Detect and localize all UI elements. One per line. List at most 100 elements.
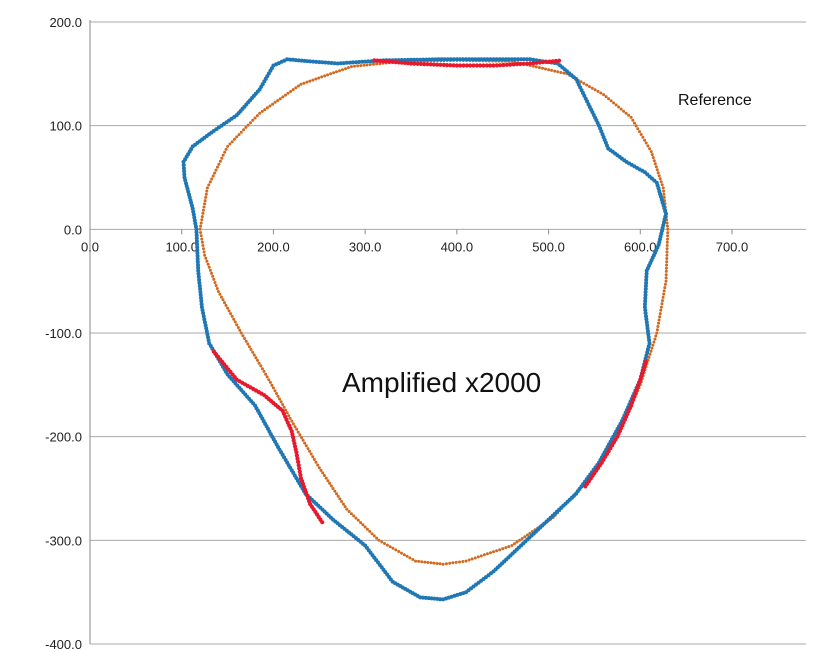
data-point bbox=[468, 63, 473, 68]
data-point bbox=[352, 514, 356, 518]
data-point bbox=[362, 63, 366, 67]
data-point bbox=[431, 62, 436, 67]
data-point bbox=[306, 447, 310, 451]
data-point bbox=[653, 162, 657, 166]
data-point bbox=[638, 130, 641, 134]
data-point bbox=[661, 295, 665, 299]
data-point bbox=[210, 271, 213, 275]
data-point bbox=[336, 494, 340, 498]
data-point bbox=[664, 266, 668, 270]
data-point bbox=[665, 263, 668, 267]
data-point bbox=[646, 144, 650, 148]
data-point bbox=[299, 58, 304, 63]
data-point bbox=[645, 329, 650, 334]
data-point bbox=[648, 147, 652, 151]
data-point bbox=[441, 597, 446, 602]
data-point bbox=[461, 560, 465, 563]
data-point bbox=[649, 349, 653, 353]
data-point bbox=[270, 383, 274, 387]
data-point bbox=[380, 540, 384, 544]
data-point bbox=[238, 328, 242, 332]
data-point bbox=[518, 538, 522, 542]
data-point bbox=[332, 71, 336, 75]
data-point bbox=[473, 556, 477, 560]
data-point bbox=[341, 68, 344, 72]
data-point bbox=[525, 533, 529, 537]
y-tick-label: -300.0 bbox=[45, 533, 82, 548]
x-tick-label: 100.0 bbox=[165, 239, 198, 254]
data-point bbox=[372, 534, 376, 538]
data-point bbox=[461, 57, 465, 62]
data-point bbox=[223, 301, 226, 305]
data-point bbox=[194, 236, 199, 241]
data-point bbox=[471, 63, 476, 68]
data-point bbox=[491, 63, 496, 68]
data-point bbox=[619, 107, 623, 111]
data-point bbox=[317, 60, 322, 65]
data-point bbox=[516, 57, 520, 62]
data-point bbox=[182, 169, 187, 174]
data-point bbox=[305, 80, 309, 84]
data-point bbox=[553, 58, 559, 64]
data-point bbox=[644, 277, 649, 282]
data-point bbox=[326, 479, 330, 483]
data-point bbox=[345, 507, 349, 511]
data-point bbox=[347, 60, 352, 65]
data-point bbox=[353, 64, 356, 68]
data-point bbox=[228, 142, 232, 146]
data-point bbox=[438, 62, 443, 67]
data-point bbox=[646, 332, 651, 337]
data-point bbox=[335, 492, 338, 496]
data-point bbox=[300, 436, 303, 440]
data-point bbox=[557, 58, 562, 63]
data-point bbox=[417, 559, 421, 563]
data-point bbox=[633, 121, 636, 125]
data-point bbox=[485, 552, 489, 556]
data-point bbox=[662, 195, 666, 199]
data-point bbox=[476, 555, 480, 559]
data-point bbox=[639, 133, 643, 136]
data-point bbox=[329, 61, 334, 65]
data-point bbox=[423, 560, 427, 564]
data-point bbox=[522, 57, 527, 62]
data-point bbox=[659, 180, 663, 184]
data-point bbox=[444, 562, 448, 566]
data-point bbox=[308, 59, 313, 64]
data-point bbox=[349, 65, 353, 69]
data-point bbox=[316, 463, 320, 467]
data-point bbox=[226, 306, 230, 310]
data-point bbox=[454, 57, 459, 62]
data-point bbox=[636, 127, 640, 131]
data-point bbox=[665, 253, 669, 257]
data-point bbox=[206, 338, 211, 343]
data-point bbox=[206, 335, 210, 340]
data-point bbox=[199, 231, 203, 235]
data-point bbox=[402, 553, 406, 557]
data-point bbox=[311, 455, 315, 459]
data-point bbox=[464, 57, 468, 62]
data-point bbox=[657, 174, 661, 178]
data-point bbox=[439, 57, 444, 62]
data-point bbox=[208, 268, 212, 272]
data-point bbox=[484, 63, 489, 68]
data-point bbox=[320, 520, 325, 525]
data-point bbox=[340, 500, 344, 503]
data-point bbox=[276, 99, 280, 102]
data-point bbox=[204, 195, 208, 199]
data-point bbox=[332, 61, 337, 66]
data-point bbox=[181, 166, 186, 171]
data-point bbox=[528, 61, 533, 66]
data-point bbox=[643, 286, 648, 291]
data-point bbox=[284, 408, 288, 412]
data-point bbox=[494, 63, 499, 68]
data-point bbox=[305, 59, 310, 64]
data-point bbox=[333, 489, 337, 493]
data-point bbox=[218, 292, 222, 296]
data-point bbox=[194, 230, 199, 235]
data-point bbox=[378, 58, 383, 64]
data-point bbox=[430, 57, 435, 62]
data-point bbox=[182, 175, 187, 180]
data-point bbox=[335, 70, 338, 74]
data-point bbox=[445, 57, 450, 62]
data-point bbox=[212, 277, 216, 281]
